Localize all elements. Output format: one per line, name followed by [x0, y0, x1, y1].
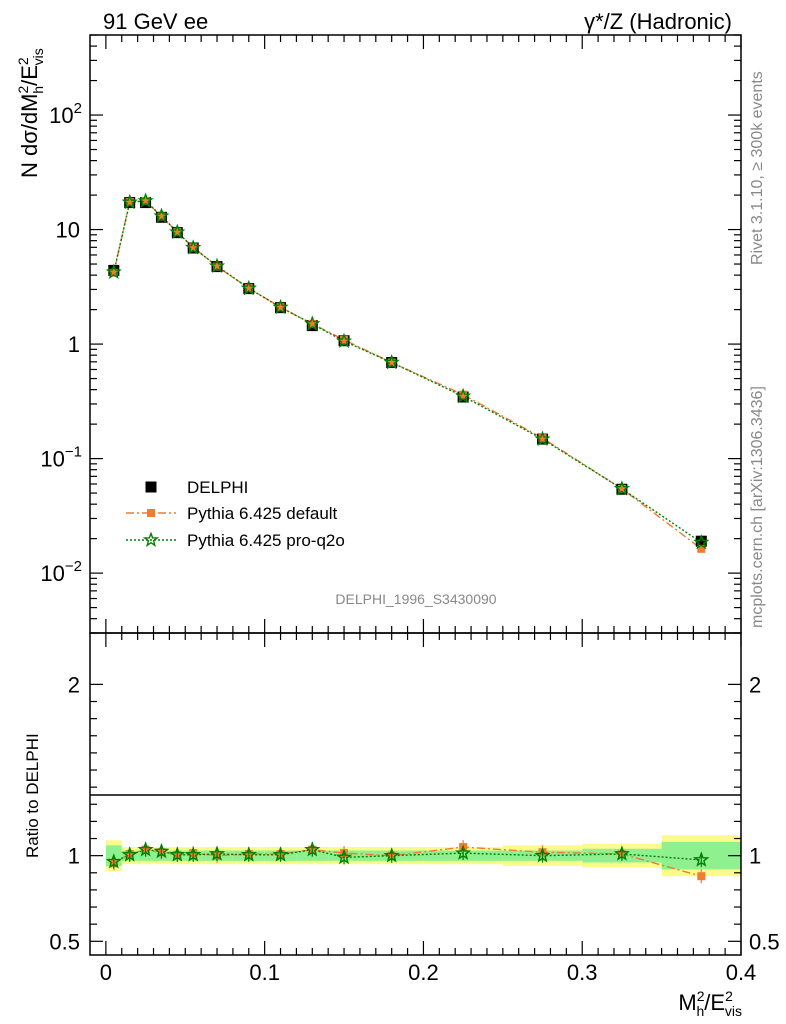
data-point-pythia-6-425-default — [189, 243, 198, 252]
ratio-point-pythia-6-425-pro-q2o — [105, 853, 122, 869]
main-panel: 10−2 10−1 1 10 102 DELPHI_1996_S3430090 N dσ… — [15, 34, 742, 634]
legend-label-pythia-6-425-pro-q2o: Pythia 6.425 pro-q2o — [187, 531, 345, 550]
data-point-pythia-6-425-pro-q2o — [185, 239, 202, 255]
ratio-point-pythia-6-425-pro-q2o — [534, 847, 551, 863]
ratio-point-pythia-6-425-pro-q2o — [272, 846, 289, 862]
data-point-pythia-6-425-default — [125, 198, 134, 207]
ratio-point-pythia-6-425-pro-q2o — [693, 851, 710, 867]
ratio-y-tick-label-right: 2 — [749, 672, 761, 697]
legend-label-delphi: DELPHI — [187, 478, 248, 497]
data-point-pythia-6-425-default — [387, 358, 396, 367]
main-ylabel: N dσ/dM2h/E2vis — [15, 48, 46, 178]
ratio-point-pythia-6-425-pro-q2o — [613, 845, 630, 861]
data-point-pythia-6-425-pro-q2o — [137, 192, 154, 208]
ratio-point-pythia-6-425-pro-q2o — [455, 844, 472, 860]
data-point-pythia-6-425-pro-q2o — [534, 430, 551, 447]
data-point-delphi — [695, 535, 707, 547]
data-point-pythia-6-425-default — [538, 434, 547, 443]
ratio-point-pythia-6-425-pro-q2o — [185, 846, 202, 862]
ratio-panel: 0.5 0.51 12 20 0.1 0.2 0.3 0.4 Ratio to DELPHI … — [23, 632, 780, 1019]
main-series-marks — [105, 192, 710, 553]
data-point-pythia-6-425-default — [617, 484, 626, 493]
data-point-pythia-6-425-pro-q2o — [208, 257, 226, 273]
mcplots-label: mcplots.cern.ch [arXiv:1306.3436] — [749, 386, 766, 628]
data-point-pythia-6-425-default — [276, 303, 285, 312]
analysis-watermark: DELPHI_1996_S3430090 — [335, 591, 496, 607]
ratio-line-pythia-6-425-pro-q2o — [113, 848, 702, 863]
y-tick-label: 1 — [68, 332, 80, 357]
ratio-y-tick-label: 0.5 — [49, 929, 80, 954]
ratio-y-tick-label-right: 1 — [749, 844, 761, 869]
data-point-pythia-6-425-pro-q2o — [383, 353, 400, 370]
ratio-frame — [89, 632, 742, 956]
header-right: γ*/Z (Hadronic) — [584, 9, 732, 34]
data-point-pythia-6-425-pro-q2o — [153, 207, 170, 224]
data-point-pythia-6-425-pro-q2o — [304, 315, 321, 331]
y-tick-label: 102 — [49, 100, 82, 128]
x-tick-label: 0.4 — [726, 960, 757, 985]
y-tick-label: 10 — [56, 218, 80, 243]
data-point-pythia-6-425-default — [109, 268, 118, 277]
ratio-y-tick-label: 2 — [68, 672, 80, 697]
data-point-pythia-6-425-pro-q2o — [240, 279, 257, 296]
legend-marker-pythia-6-425-pro-q2o — [142, 531, 160, 547]
data-point-pythia-6-425-pro-q2o — [613, 480, 631, 496]
data-point-pythia-6-425-pro-q2o — [335, 332, 353, 349]
x-axis-label: M2 h/E2 vis — [678, 988, 742, 1019]
legend: DELPHI Pythia 6.425 default Pythia 6.425 p… — [126, 478, 345, 550]
data-point-pythia-6-425-default — [308, 319, 317, 328]
x-tick-label: 0.3 — [567, 960, 598, 985]
main-series-lines — [113, 200, 702, 550]
data-point-pythia-6-425-pro-q2o — [169, 223, 186, 240]
ratio-point-pythia-6-425-default — [697, 872, 706, 881]
ratio-y-tick-label-right: 0.5 — [749, 929, 780, 954]
ratio-point-pythia-6-425-pro-q2o — [335, 848, 353, 865]
data-point-pythia-6-425-default — [244, 284, 253, 293]
ratio-ylabel: Ratio to DELPHI — [23, 733, 42, 858]
legend-marker-pythia-6-425-default — [147, 509, 155, 517]
series-line-pythia-6-425-pro-q2o — [113, 200, 702, 544]
ratio-point-pythia-6-425-pro-q2o — [240, 846, 257, 862]
y-tick-label: 10−1 — [40, 444, 82, 472]
ratio-point-pythia-6-425-pro-q2o — [208, 845, 226, 861]
data-point-pythia-6-425-pro-q2o — [693, 533, 710, 550]
data-point-pythia-6-425-pro-q2o — [121, 193, 138, 210]
data-point-pythia-6-425-pro-q2o — [455, 387, 472, 404]
data-point-pythia-6-425-default — [459, 390, 468, 399]
ratio-point-pythia-6-425-pro-q2o — [383, 847, 400, 863]
ratio-series-marks — [105, 840, 710, 884]
ratio-y-tick-label: 1 — [68, 844, 80, 869]
legend-label-pythia-6-425-default: Pythia 6.425 default — [187, 504, 338, 523]
ratio-point-pythia-6-425-pro-q2o — [137, 841, 154, 857]
ratio-point-pythia-6-425-pro-q2o — [304, 841, 321, 857]
ratio-point-pythia-6-425-pro-q2o — [121, 846, 138, 862]
data-point-pythia-6-425-pro-q2o — [272, 298, 289, 315]
data-point-pythia-6-425-default — [340, 335, 349, 344]
data-point-pythia-6-425-pro-q2o — [105, 263, 122, 280]
data-point-pythia-6-425-default — [173, 228, 182, 237]
data-point-pythia-6-425-default — [141, 196, 150, 205]
main-axis-ticks: 10−2 10−1 1 10 102 — [40, 34, 742, 634]
rivet-label: Rivet 3.1.10, ≥ 300k events — [749, 71, 766, 265]
ratio-point-pythia-6-425-pro-q2o — [153, 842, 170, 859]
x-tick-label: 0.1 — [249, 960, 280, 985]
ratio-point-pythia-6-425-pro-q2o — [169, 846, 186, 862]
ratio-series-lines — [113, 846, 702, 877]
header-left: 91 GeV ee — [103, 9, 208, 34]
y-tick-label: 10−2 — [40, 558, 82, 586]
legend-marker-delphi — [145, 481, 157, 493]
x-tick-label: 0 — [100, 960, 112, 985]
ratio-axis-ticks: 0.5 0.5 1 1 2 2 0 0.1 0.2 0.3 0.4 — [49, 633, 780, 985]
data-point-pythia-6-425-default — [157, 212, 166, 221]
data-point-pythia-6-425-default — [697, 544, 706, 553]
x-tick-label: 0.2 — [408, 960, 439, 985]
data-point-pythia-6-425-default — [213, 262, 222, 271]
